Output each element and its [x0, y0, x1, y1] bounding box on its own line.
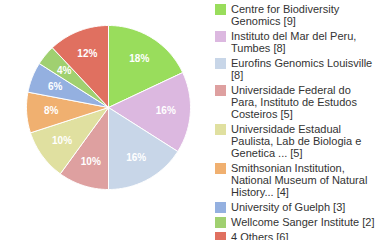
svg-text:10%: 10% — [52, 135, 72, 146]
svg-text:8%: 8% — [44, 105, 59, 116]
html-text:Smithsonian Institution, Natio: Smithsonian Institution, National Museum… — [231, 162, 368, 198]
svg-text:12%: 12% — [77, 48, 97, 59]
svg-text:6%: 6% — [48, 81, 63, 92]
html-text:Instituto del Mar del Peru, Tu: Instituto del Mar del Peru, Tumbes [8] — [231, 30, 357, 54]
html-text:University of Guelph [3]: University of Guelph [3] — [231, 201, 346, 213]
html-text:Universidade Federal do Para,: Universidade Federal do Para, Instituto … — [231, 84, 357, 120]
svg-text:16%: 16% — [126, 152, 146, 163]
html-text:Eurofins Genomics Louisville [: Eurofins Genomics Louisville [8] — [231, 57, 373, 81]
svg-text:10%: 10% — [81, 156, 101, 167]
svg-text:16%: 16% — [156, 105, 176, 116]
html-text:Universidade Estadual Paulista: Universidade Estadual Paulista, Lab de B… — [231, 123, 362, 159]
svg-text:4%: 4% — [57, 65, 72, 76]
svg-text:18%: 18% — [129, 53, 149, 64]
html-text:Wellcome Sanger Institute [2]: Wellcome Sanger Institute [2] — [231, 216, 375, 228]
html-text:Centre for Biodiversity Genomi: Centre for Biodiversity Genomics [9] — [231, 3, 340, 27]
